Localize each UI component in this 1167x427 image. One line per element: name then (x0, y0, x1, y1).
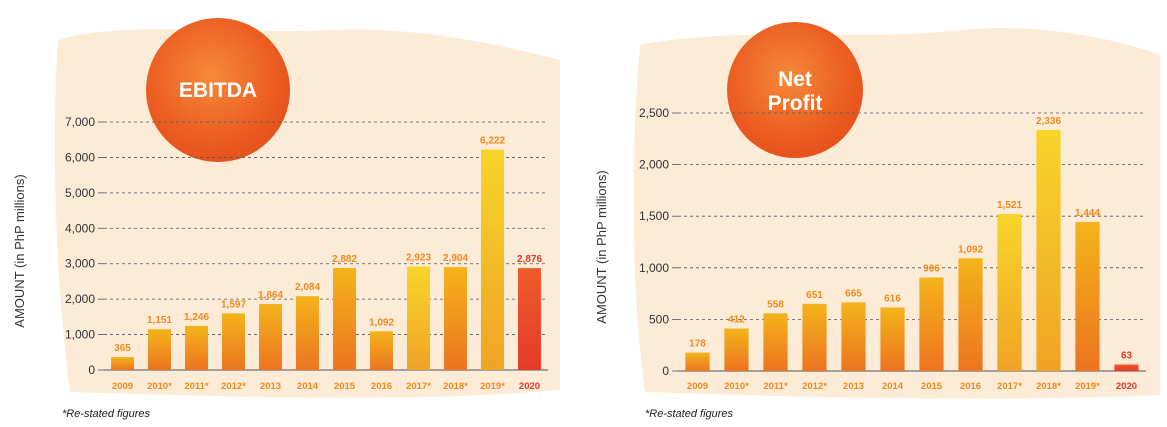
bar-value-label: 178 (689, 339, 706, 350)
bar-value-label: 2,904 (443, 253, 468, 264)
bar (259, 303, 282, 370)
y-tick-label: 7,000 (65, 115, 95, 129)
y-tick-label: 2,000 (65, 292, 95, 306)
bar-value-label: 1,151 (147, 315, 172, 326)
bar-value-label: 2,882 (332, 254, 357, 265)
bar-value-label: 2,876 (517, 254, 542, 265)
restated-note: *Re-stated figures (62, 408, 151, 420)
y-tick-label: 2,000 (639, 158, 669, 172)
restated-note: *Re-stated figures (645, 408, 734, 420)
x-tick-label: 2010* (724, 381, 749, 392)
bar (148, 329, 171, 370)
title-badge (146, 18, 290, 162)
y-axis-label: AMOUNT (in PhP millions) (12, 174, 27, 327)
bar-value-label: 412 (728, 314, 745, 325)
bar (185, 325, 208, 370)
y-tick-label: 6,000 (65, 150, 95, 164)
bar-value-label: 63 (1121, 350, 1133, 361)
bar (919, 277, 944, 371)
bar (724, 328, 749, 371)
bar (407, 266, 430, 370)
x-tick-label: 2018* (1036, 381, 1061, 392)
x-tick-label: 2014 (882, 381, 904, 392)
y-tick-label: 0 (88, 363, 95, 377)
chart-title-line: Net (778, 68, 812, 91)
bar-value-label: 2,336 (1036, 116, 1061, 127)
bar (958, 258, 983, 371)
bar (997, 214, 1022, 371)
y-tick-label: 1,000 (65, 328, 95, 342)
y-tick-label: 5,000 (65, 186, 95, 200)
y-tick-label: 4,000 (65, 221, 95, 235)
x-tick-label: 2012* (802, 381, 827, 392)
y-tick-label: 0 (662, 364, 669, 378)
x-tick-label: 2020 (519, 381, 540, 392)
bar (685, 352, 710, 371)
y-tick-label: 1,000 (639, 261, 669, 275)
x-tick-label: 2011* (763, 381, 788, 392)
x-tick-label: 2009 (112, 381, 133, 392)
bar-value-label: 6,222 (480, 136, 505, 147)
chart-title-line: Profit (768, 92, 823, 115)
bar (1036, 129, 1061, 371)
bar-value-label: 1,092 (369, 317, 394, 328)
bar (296, 296, 319, 370)
bar (841, 302, 866, 371)
x-tick-label: 2019* (1075, 381, 1100, 392)
x-tick-label: 2017* (406, 381, 431, 392)
x-tick-label: 2012* (221, 381, 246, 392)
bar-value-label: 665 (845, 288, 862, 299)
bar-value-label: 1,092 (958, 244, 983, 255)
x-tick-label: 2016 (960, 381, 981, 392)
x-tick-label: 2015 (921, 381, 943, 392)
bar-value-label: 651 (806, 290, 823, 301)
x-tick-label: 2018* (443, 381, 468, 392)
bar (1075, 221, 1100, 371)
bar (444, 267, 467, 370)
bar-value-label: 906 (923, 264, 940, 275)
bar-value-label: 616 (884, 293, 901, 304)
y-axis-label: AMOUNT (in PhP millions) (594, 170, 609, 323)
bar (763, 313, 788, 371)
bar (481, 149, 504, 370)
x-tick-label: 2011* (184, 381, 209, 392)
ebitda-chart: EBITDA 0 1,000 2,000 3,000 4,000 5,000 6,000 7,0… (12, 18, 548, 420)
bar (1114, 364, 1139, 371)
bar-value-label: 2,084 (295, 282, 320, 293)
bar-value-label: 1,444 (1075, 208, 1100, 219)
bar (370, 331, 393, 370)
bar (222, 313, 245, 370)
title-badge (727, 22, 863, 158)
bar-value-label: 1,521 (997, 200, 1022, 211)
x-tick-label: 2013 (260, 381, 281, 392)
bar (802, 303, 827, 371)
y-tick-label: 1,500 (639, 209, 669, 223)
y-tick-label: 3,000 (65, 257, 95, 271)
bar-value-label: 1,246 (184, 312, 209, 323)
x-tick-label: 2013 (843, 381, 864, 392)
bar-value-label: 558 (767, 299, 784, 310)
y-tick-label: 500 (649, 312, 669, 326)
x-tick-label: 2017* (997, 381, 1022, 392)
bar-value-label: 1,864 (258, 290, 283, 301)
x-tick-label: 2020 (1116, 381, 1137, 392)
y-tick-label: 2,500 (639, 106, 669, 120)
x-tick-label: 2015 (334, 381, 356, 392)
bar (880, 307, 905, 371)
bar (333, 267, 356, 370)
bar-value-label: 1,597 (221, 299, 246, 310)
x-tick-label: 2010* (147, 381, 172, 392)
x-tick-label: 2019* (480, 381, 505, 392)
x-tick-label: 2009 (687, 381, 708, 392)
bar-value-label: 2,923 (406, 252, 431, 263)
bar (111, 357, 134, 370)
x-tick-label: 2014 (297, 381, 319, 392)
x-tick-label: 2016 (371, 381, 392, 392)
bar (518, 268, 541, 370)
bar-value-label: 365 (114, 343, 131, 354)
chart-title: EBITDA (179, 79, 257, 102)
